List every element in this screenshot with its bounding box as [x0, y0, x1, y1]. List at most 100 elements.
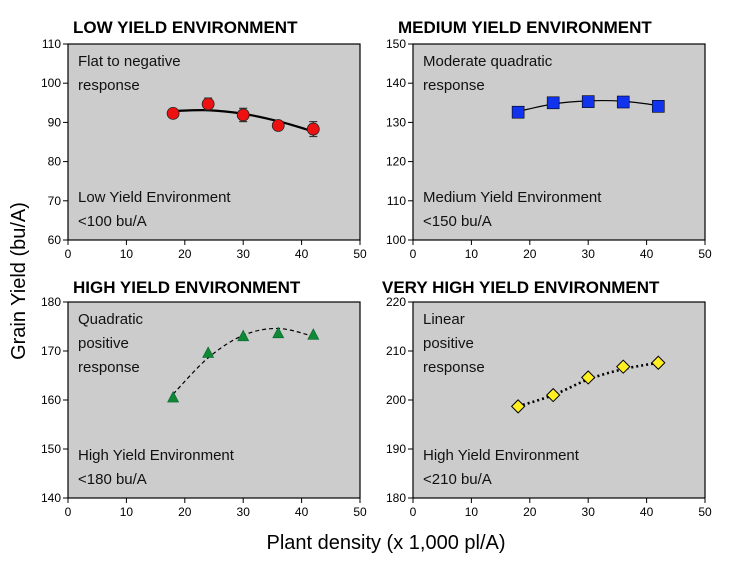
- y-tick-label: 210: [386, 344, 406, 358]
- x-tick-label: 20: [523, 247, 537, 261]
- response-note: response: [423, 359, 485, 376]
- x-tick-label: 10: [120, 505, 134, 519]
- x-tick-label: 10: [465, 505, 479, 519]
- x-tick-label: 40: [640, 247, 654, 261]
- data-point: [651, 355, 666, 370]
- x-tick-label: 0: [410, 505, 417, 519]
- x-tick-label: 10: [465, 247, 479, 261]
- chart-panel: HIGH YIELD ENVIRONMENT 0 10 20 30 40 50 140 150 1…: [41, 278, 367, 519]
- data-point: [510, 399, 526, 414]
- x-tick-label: 30: [237, 247, 251, 261]
- y-tick-label: 170: [41, 344, 61, 358]
- panel-title: LOW YIELD ENVIRONMENT: [73, 18, 298, 37]
- panel-title: VERY HIGH YIELD ENVIRONMENT: [382, 278, 660, 297]
- y-tick-label: 110: [42, 37, 61, 51]
- y-tick-label: 140: [386, 76, 406, 90]
- environment-note: Medium Yield Environment: [423, 189, 602, 206]
- chart-panel: LOW YIELD ENVIRONMENT 0 10 20 30 40 50 60 70 80 90…: [41, 18, 367, 261]
- x-tick-label: 20: [523, 505, 537, 519]
- data-point: [616, 95, 630, 109]
- data-point: [272, 326, 285, 339]
- x-tick-label: 30: [582, 247, 596, 261]
- x-tick-label: 40: [640, 505, 654, 519]
- panel-title: HIGH YIELD ENVIRONMENT: [73, 278, 301, 297]
- response-note: positive: [423, 335, 474, 352]
- data-point: [580, 370, 596, 385]
- data-point: [236, 108, 250, 122]
- y-tick-label: 90: [48, 115, 62, 129]
- plot-area: [412, 301, 706, 499]
- y-tick-label: 150: [41, 442, 61, 456]
- response-note: positive: [78, 335, 129, 352]
- x-axis-label: Plant density (x 1,000 pl/A): [266, 532, 505, 554]
- plot-area: [412, 43, 706, 241]
- y-tick-label: 130: [386, 115, 406, 129]
- data-point: [201, 97, 215, 111]
- data-point: [202, 346, 215, 358]
- chart-panel: VERY HIGH YIELD ENVIRONMENT 0 10 20 30 40 50 18…: [382, 278, 712, 519]
- data-point: [545, 387, 561, 403]
- panel-title: MEDIUM YIELD ENVIRONMENT: [398, 18, 652, 37]
- x-tick-label: 20: [178, 505, 192, 519]
- x-tick-label: 50: [353, 505, 367, 519]
- y-tick-label: 140: [41, 491, 61, 505]
- x-tick-label: 30: [582, 505, 596, 519]
- data-point: [167, 390, 180, 403]
- data-point: [307, 328, 320, 340]
- response-note: response: [78, 77, 140, 94]
- x-tick-label: 0: [410, 247, 417, 261]
- response-note: Flat to negative: [78, 53, 181, 70]
- x-tick-label: 40: [295, 247, 309, 261]
- plot-area: [67, 43, 361, 241]
- environment-note: High Yield Environment: [78, 447, 235, 464]
- y-tick-label: 160: [41, 393, 61, 407]
- x-tick-label: 0: [65, 505, 72, 519]
- y-tick-label: 180: [386, 491, 406, 505]
- response-note: Linear: [423, 311, 465, 328]
- data-point: [511, 105, 525, 119]
- x-tick-label: 30: [237, 505, 251, 519]
- response-note: Moderate quadratic: [423, 53, 553, 70]
- data-point: [581, 95, 595, 108]
- y-tick-label: 100: [386, 233, 406, 247]
- y-tick-label: 80: [48, 155, 62, 169]
- environment-note: <100 bu/A: [78, 213, 147, 230]
- environment-note: <150 bu/A: [423, 213, 492, 230]
- data-point: [166, 106, 180, 120]
- response-note: response: [423, 77, 485, 94]
- x-tick-label: 0: [65, 247, 72, 261]
- data-point: [616, 359, 631, 374]
- x-tick-label: 40: [295, 505, 309, 519]
- data-point: [237, 329, 250, 342]
- x-tick-label: 50: [698, 505, 712, 519]
- x-tick-label: 20: [178, 247, 192, 261]
- response-note: Quadratic: [78, 311, 144, 328]
- environment-note: High Yield Environment: [423, 447, 580, 464]
- y-tick-label: 180: [41, 295, 61, 309]
- plot-area: [67, 301, 361, 499]
- y-tick-label: 200: [386, 393, 406, 407]
- response-note: response: [78, 359, 140, 376]
- data-point: [546, 96, 560, 110]
- x-tick-label: 50: [698, 247, 712, 261]
- x-tick-label: 50: [353, 247, 367, 261]
- y-tick-label: 220: [386, 295, 406, 309]
- y-tick-label: 120: [386, 155, 406, 169]
- y-axis-label: Grain Yield (bu/A): [8, 202, 30, 360]
- environment-note: Low Yield Environment: [78, 189, 231, 206]
- y-tick-label: 60: [48, 233, 62, 247]
- chart-panels: LOW YIELD ENVIRONMENT 0 10 20 30 40 50 60 70 80 90…: [41, 18, 712, 519]
- y-tick-label: 110: [387, 194, 406, 208]
- data-point: [271, 119, 285, 132]
- data-point: [651, 100, 665, 113]
- y-tick-label: 70: [48, 194, 62, 208]
- y-tick-label: 100: [41, 76, 61, 90]
- y-tick-label: 150: [386, 37, 406, 51]
- environment-note: <210 bu/A: [423, 471, 492, 488]
- environment-note: <180 bu/A: [78, 471, 147, 488]
- chart-panel: MEDIUM YIELD ENVIRONMENT 0 10 20 30 40 50 100 11…: [386, 18, 712, 261]
- x-tick-label: 10: [120, 247, 134, 261]
- y-tick-label: 190: [386, 442, 406, 456]
- data-point: [306, 122, 320, 136]
